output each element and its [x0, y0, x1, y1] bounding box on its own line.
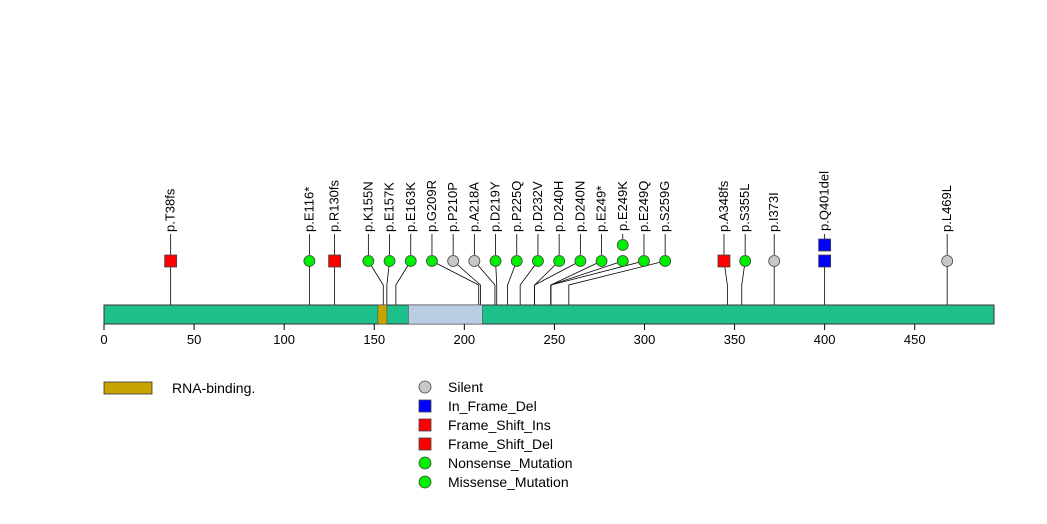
connector-line	[452, 260, 481, 305]
mutation-marker-circle	[532, 255, 544, 267]
mutation-label: p.L469L	[939, 185, 954, 232]
mutation-label: p.E116*	[301, 187, 316, 232]
mutation-marker-square	[717, 254, 731, 268]
mutation-label: p.T38fs	[163, 188, 178, 232]
x-tick-label-150: 150	[363, 332, 385, 347]
mutation-labels: p.T38fs p.E116* p.R130fs p.K155N p.E157K p.E1…	[163, 171, 954, 232]
mutation-label: p.D232V	[530, 181, 545, 232]
mutation-markers	[164, 238, 954, 268]
domain-legend-swatch	[103, 381, 153, 395]
x-tick-label-50: 50	[187, 332, 201, 347]
mutation-marker-circle	[659, 255, 672, 267]
x-tick-label-300: 300	[634, 332, 656, 347]
mutation-marker-circle	[941, 255, 954, 267]
protein-backbone-group	[103, 304, 995, 325]
legend-marker-circle	[418, 456, 432, 470]
connector-line	[495, 260, 498, 305]
connector-line	[550, 260, 645, 305]
x-tick-label-400: 400	[814, 332, 836, 347]
mutation-marker-circle	[739, 255, 752, 267]
legend-label: Missense_Mutation	[448, 474, 569, 490]
mutation-marker-square	[328, 254, 342, 268]
mutation-marker-circle	[574, 255, 587, 267]
legend-marker-square	[418, 418, 432, 432]
x-tick-label-250: 250	[544, 332, 566, 347]
mutation-marker-circle	[489, 255, 502, 267]
mutation-marker-circle	[638, 255, 650, 267]
domain-legend-label: RNA-binding.	[172, 380, 255, 396]
mutation-marker-circle	[447, 255, 460, 267]
connector-line	[395, 260, 412, 305]
lollipop-stems	[170, 234, 948, 255]
legend-label: Nonsense_Mutation	[448, 455, 573, 471]
x-tick-label-0: 0	[100, 332, 107, 347]
mutation-marker-circle	[404, 255, 417, 267]
mutation-marker-square	[818, 254, 832, 268]
mutation-label: p.S259G	[657, 181, 672, 232]
legend: RNA-binding. Silent In_Frame_Del Frame_Shif…	[103, 379, 573, 490]
x-axis: 0 50 100 150 200 250 300 350 400 450	[100, 324, 926, 347]
domain-0	[377, 304, 388, 325]
x-tick-label-100: 100	[273, 332, 295, 347]
x-tick-label-200: 200	[453, 332, 475, 347]
connector-line	[431, 260, 480, 305]
mutation-label: p.E157K	[382, 182, 397, 232]
legend-label: Silent	[448, 379, 483, 395]
mutation-marker-circle	[383, 255, 396, 267]
mutation-label: p.P225Q	[509, 181, 524, 232]
mutation-marker-circle	[468, 255, 481, 267]
protein-backbone	[103, 304, 995, 325]
legend-marker-circle	[418, 380, 432, 394]
mutation-label: p.Q401del	[817, 171, 832, 231]
mutation-marker-circle	[426, 255, 438, 267]
mutation-label: p.A218A	[466, 182, 481, 232]
mutation-marker-circle	[616, 239, 629, 251]
connector-line	[507, 260, 518, 305]
legend-label: Frame_Shift_Ins	[448, 417, 551, 433]
mutation-marker-circle	[616, 255, 629, 267]
mutation-label: p.D240H	[551, 181, 566, 232]
mutation-marker-circle	[553, 255, 566, 267]
mutation-label: p.E163K	[403, 182, 418, 232]
mutation-label: p.R130fs	[327, 179, 342, 232]
mutation-label: p.A348fs	[716, 180, 731, 232]
mutation-marker-circle	[595, 255, 608, 267]
mutation-label: p.E249K	[615, 181, 630, 231]
connector-line	[568, 260, 666, 305]
legend-marker-circle	[418, 475, 432, 489]
mutation-label: p.S355L	[737, 184, 752, 232]
connector-line	[534, 260, 581, 305]
connector-line	[519, 260, 539, 305]
mutation-marker-circle	[303, 255, 316, 267]
legend-marker-square	[418, 399, 432, 413]
legend-label: Frame_Shift_Del	[448, 436, 553, 452]
domain-1	[408, 304, 483, 325]
mutation-label: p.G209R	[424, 180, 439, 232]
mutation-marker-square	[164, 254, 178, 268]
mutation-marker-circle	[362, 255, 375, 267]
mutation-label: p.E249*	[594, 186, 609, 232]
mutation-label: p.P210P	[445, 182, 460, 232]
connector-line	[741, 260, 746, 305]
connector-line	[386, 260, 390, 305]
mutation-marker-square	[818, 238, 832, 252]
legend-marker-square	[418, 437, 432, 451]
connector-line	[723, 260, 728, 305]
x-tick-label-350: 350	[724, 332, 746, 347]
connector-line	[368, 260, 384, 305]
x-tick-label-450: 450	[904, 332, 926, 347]
mutation-label: p.E249Q	[636, 181, 651, 232]
mutation-marker-circle	[768, 255, 781, 267]
mutation-label: p.D219Y	[488, 181, 503, 232]
mutation-label: p.I373I	[766, 192, 781, 232]
connector-line	[474, 260, 496, 305]
mutation-label: p.K155N	[360, 181, 375, 232]
mutation-label: p.D240N	[572, 181, 587, 232]
legend-label: In_Frame_Del	[448, 398, 537, 414]
connector-lines	[170, 260, 948, 305]
mutation-marker-circle	[510, 255, 523, 267]
